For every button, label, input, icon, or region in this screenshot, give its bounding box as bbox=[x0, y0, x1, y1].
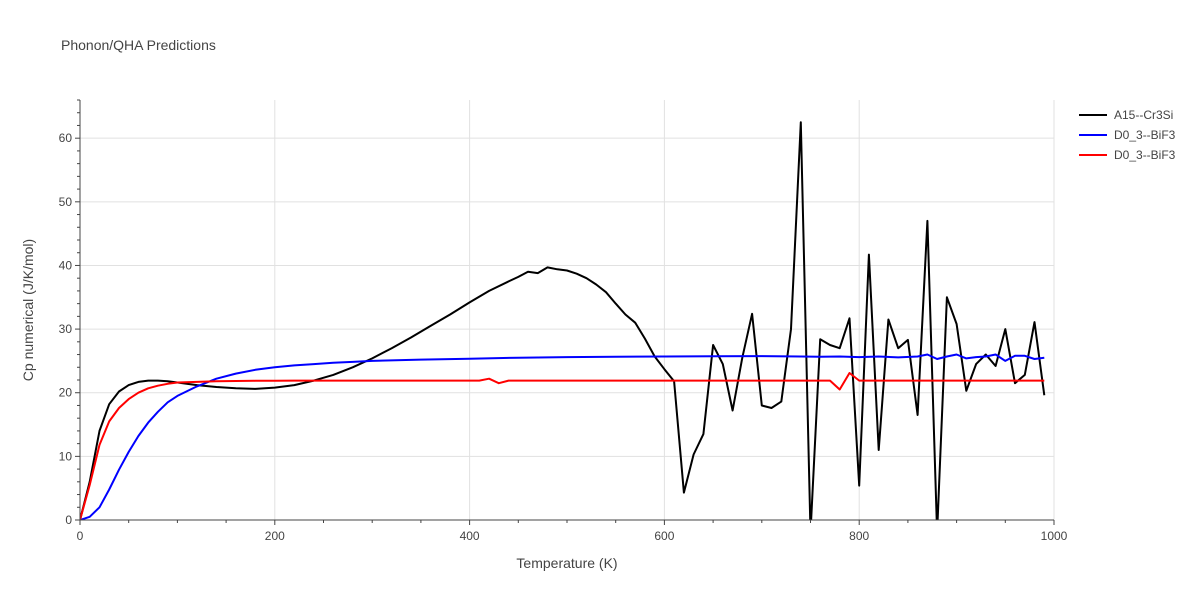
y-tick-label: 0 bbox=[65, 513, 72, 527]
x-tick-label: 0 bbox=[77, 529, 84, 543]
series-line-3 bbox=[80, 372, 1045, 520]
legend-label-1: A15--Cr3Si bbox=[1114, 108, 1173, 122]
x-axis-title: Temperature (K) bbox=[516, 555, 617, 571]
y-tick-label: 10 bbox=[59, 449, 73, 463]
legend-label-3: D0_3--BiF3 bbox=[1114, 148, 1176, 162]
y-tick-label: 40 bbox=[59, 258, 73, 272]
chart-title: Phonon/QHA Predictions bbox=[61, 37, 216, 53]
y-axis-title: Cp numerical (J/K/mol) bbox=[20, 239, 36, 381]
x-tick-label: 600 bbox=[654, 529, 674, 543]
y-tick-label: 20 bbox=[59, 386, 73, 400]
x-tick-label: 400 bbox=[460, 529, 480, 543]
series-line-2 bbox=[80, 353, 1045, 520]
y-tick-label: 60 bbox=[59, 131, 73, 145]
x-tick-label: 200 bbox=[265, 529, 285, 543]
series-line-1 bbox=[80, 121, 1046, 520]
series-layer bbox=[80, 121, 1046, 520]
y-tick-label: 50 bbox=[59, 195, 73, 209]
x-tick-label: 1000 bbox=[1041, 529, 1068, 543]
grid-layer bbox=[80, 100, 1055, 520]
axis-layer: 0 200 400 600 800 1000 0 10 20 30 40 50 60 bbox=[59, 99, 1068, 543]
legend-label-2: D0_3--BiF3 bbox=[1114, 128, 1176, 142]
y-tick-label: 30 bbox=[59, 322, 73, 336]
legend: A15--Cr3Si D0_3--BiF3 D0_3--BiF3 bbox=[1079, 108, 1176, 162]
x-tick-label: 800 bbox=[849, 529, 869, 543]
